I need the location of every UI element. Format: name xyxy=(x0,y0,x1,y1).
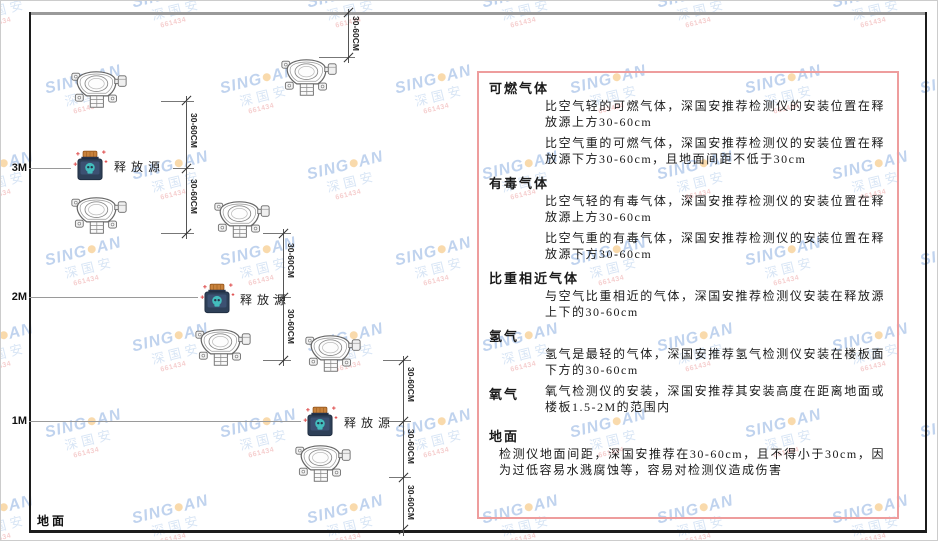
release-source-label: 释放源 xyxy=(240,293,292,307)
watermark-dot-icon xyxy=(1,330,9,341)
section-paragraph: 与空气比重相近的气体，深国安推荐检测仪安装在释放源上下的30-60cm xyxy=(545,289,885,319)
watermark-dot-icon xyxy=(87,244,97,255)
gas-detector-icon xyxy=(71,65,127,111)
gas-detector-icon xyxy=(295,439,351,485)
section-paragraph: 检测仪地面间距，深国安推荐在30-60cm，且不得小于30cm，因为过低容易水溅… xyxy=(499,447,885,477)
dimension-line xyxy=(403,356,404,536)
dimension-line xyxy=(348,9,349,63)
gas-detector-icon xyxy=(281,53,337,99)
dimension-extension-line xyxy=(273,297,291,298)
release-source-label: 释放源 xyxy=(114,160,166,174)
watermark-dot-icon xyxy=(349,158,359,169)
ceiling-line xyxy=(29,12,927,15)
dimension-label: 30-60CM xyxy=(189,179,199,214)
dimension-label: 30-60CM xyxy=(351,16,361,51)
gas-detector-icon xyxy=(305,329,361,375)
dimension-label: 30-60CM xyxy=(406,485,416,520)
watermark-dot-icon xyxy=(349,502,359,513)
section-heading-ground: 地面 xyxy=(489,429,520,444)
watermark-dot-icon xyxy=(437,72,447,83)
release-source-icon xyxy=(198,282,236,314)
dimension-label: 30-60CM xyxy=(406,367,416,402)
section-paragraph: 比空气轻的可燃气体，深国安推荐检测仪的安装位置在释放源上方30-60cm xyxy=(545,99,885,129)
dimension-label: 30-60CM xyxy=(286,309,296,344)
watermark-dot-icon xyxy=(437,244,447,255)
watermark-dot-icon xyxy=(262,72,272,83)
right-wall-line xyxy=(925,12,927,532)
section-heading-similar-density-gas: 比重相近气体 xyxy=(489,271,580,286)
dimension-extension-line xyxy=(389,477,411,478)
section-paragraph: 比空气重的有毒气体，深国安推荐检测仪的安装位置在释放源下方30-60cm xyxy=(545,231,885,261)
watermark-dot-icon xyxy=(1,502,9,513)
dimension-label: 30-60CM xyxy=(286,243,296,278)
floor-line xyxy=(29,530,927,533)
release-source-label: 释放源 xyxy=(344,416,396,430)
dimension-extension-line xyxy=(389,421,411,422)
dimension-extension-line xyxy=(263,360,291,361)
height-line-1m xyxy=(29,421,301,422)
guideline-panel: 可燃气体 比空气轻的可燃气体，深国安推荐检测仪的安装位置在释放源上方30-60c… xyxy=(477,71,899,519)
height-line-2m xyxy=(29,297,198,298)
dimension-extension-line xyxy=(263,233,291,234)
section-oxygen-row: 氧气 氧气检测仪的安装，深国安推荐其安装高度在距离地面或楼板1.5-2M的范围内 xyxy=(489,384,889,415)
dimension-extension-line xyxy=(319,57,355,58)
section-heading-hydrogen: 氢气 xyxy=(489,329,520,344)
section-heading-oxygen: 氧气 xyxy=(489,387,520,402)
gas-detector-icon xyxy=(71,191,127,237)
watermark-dot-icon xyxy=(174,158,184,169)
watermark-dot-icon xyxy=(437,416,447,427)
height-label-1m: 1M xyxy=(11,415,27,427)
dimension-label: 30-60CM xyxy=(189,113,199,148)
release-source-icon xyxy=(301,405,339,437)
height-line-3m xyxy=(29,168,71,169)
dimension-extension-line xyxy=(173,168,194,169)
dimension-label: 30-60CM xyxy=(406,429,416,464)
gas-detector-icon xyxy=(195,323,251,369)
section-paragraph: 比空气重的可燃气体，深国安推荐检测仪的安装位置在释放源下方30-60cm，且地面… xyxy=(545,136,885,166)
section-heading-toxic-gas: 有毒气体 xyxy=(489,176,550,191)
dimension-line xyxy=(186,96,187,239)
left-wall-line xyxy=(29,12,31,532)
dimension-extension-line xyxy=(383,360,411,361)
height-label-2m: 2M xyxy=(11,291,27,303)
section-heading-flammable-gas: 可燃气体 xyxy=(489,81,550,96)
ground-label: 地面 xyxy=(37,514,68,528)
release-source-icon xyxy=(71,149,109,181)
watermark-dot-icon xyxy=(174,330,184,341)
gas-detector-icon xyxy=(214,195,270,241)
watermark-dot-icon xyxy=(262,244,272,255)
watermark-dot-icon xyxy=(174,502,184,513)
section-paragraph: 氧气检测仪的安装，深国安推荐其安装高度在距离地面或楼板1.5-2M的范围内 xyxy=(545,384,885,414)
dimension-extension-line xyxy=(161,233,194,234)
height-label-3m: 3M xyxy=(11,162,27,174)
section-paragraph: 氢气是最轻的气体，深国安推荐氢气检测仪安装在楼板面下方的30-60cm xyxy=(545,347,885,377)
dimension-extension-line xyxy=(161,101,194,102)
section-paragraph: 比空气轻的有毒气体，深国安推荐检测仪的安装位置在释放源上方30-60cm xyxy=(545,194,885,224)
